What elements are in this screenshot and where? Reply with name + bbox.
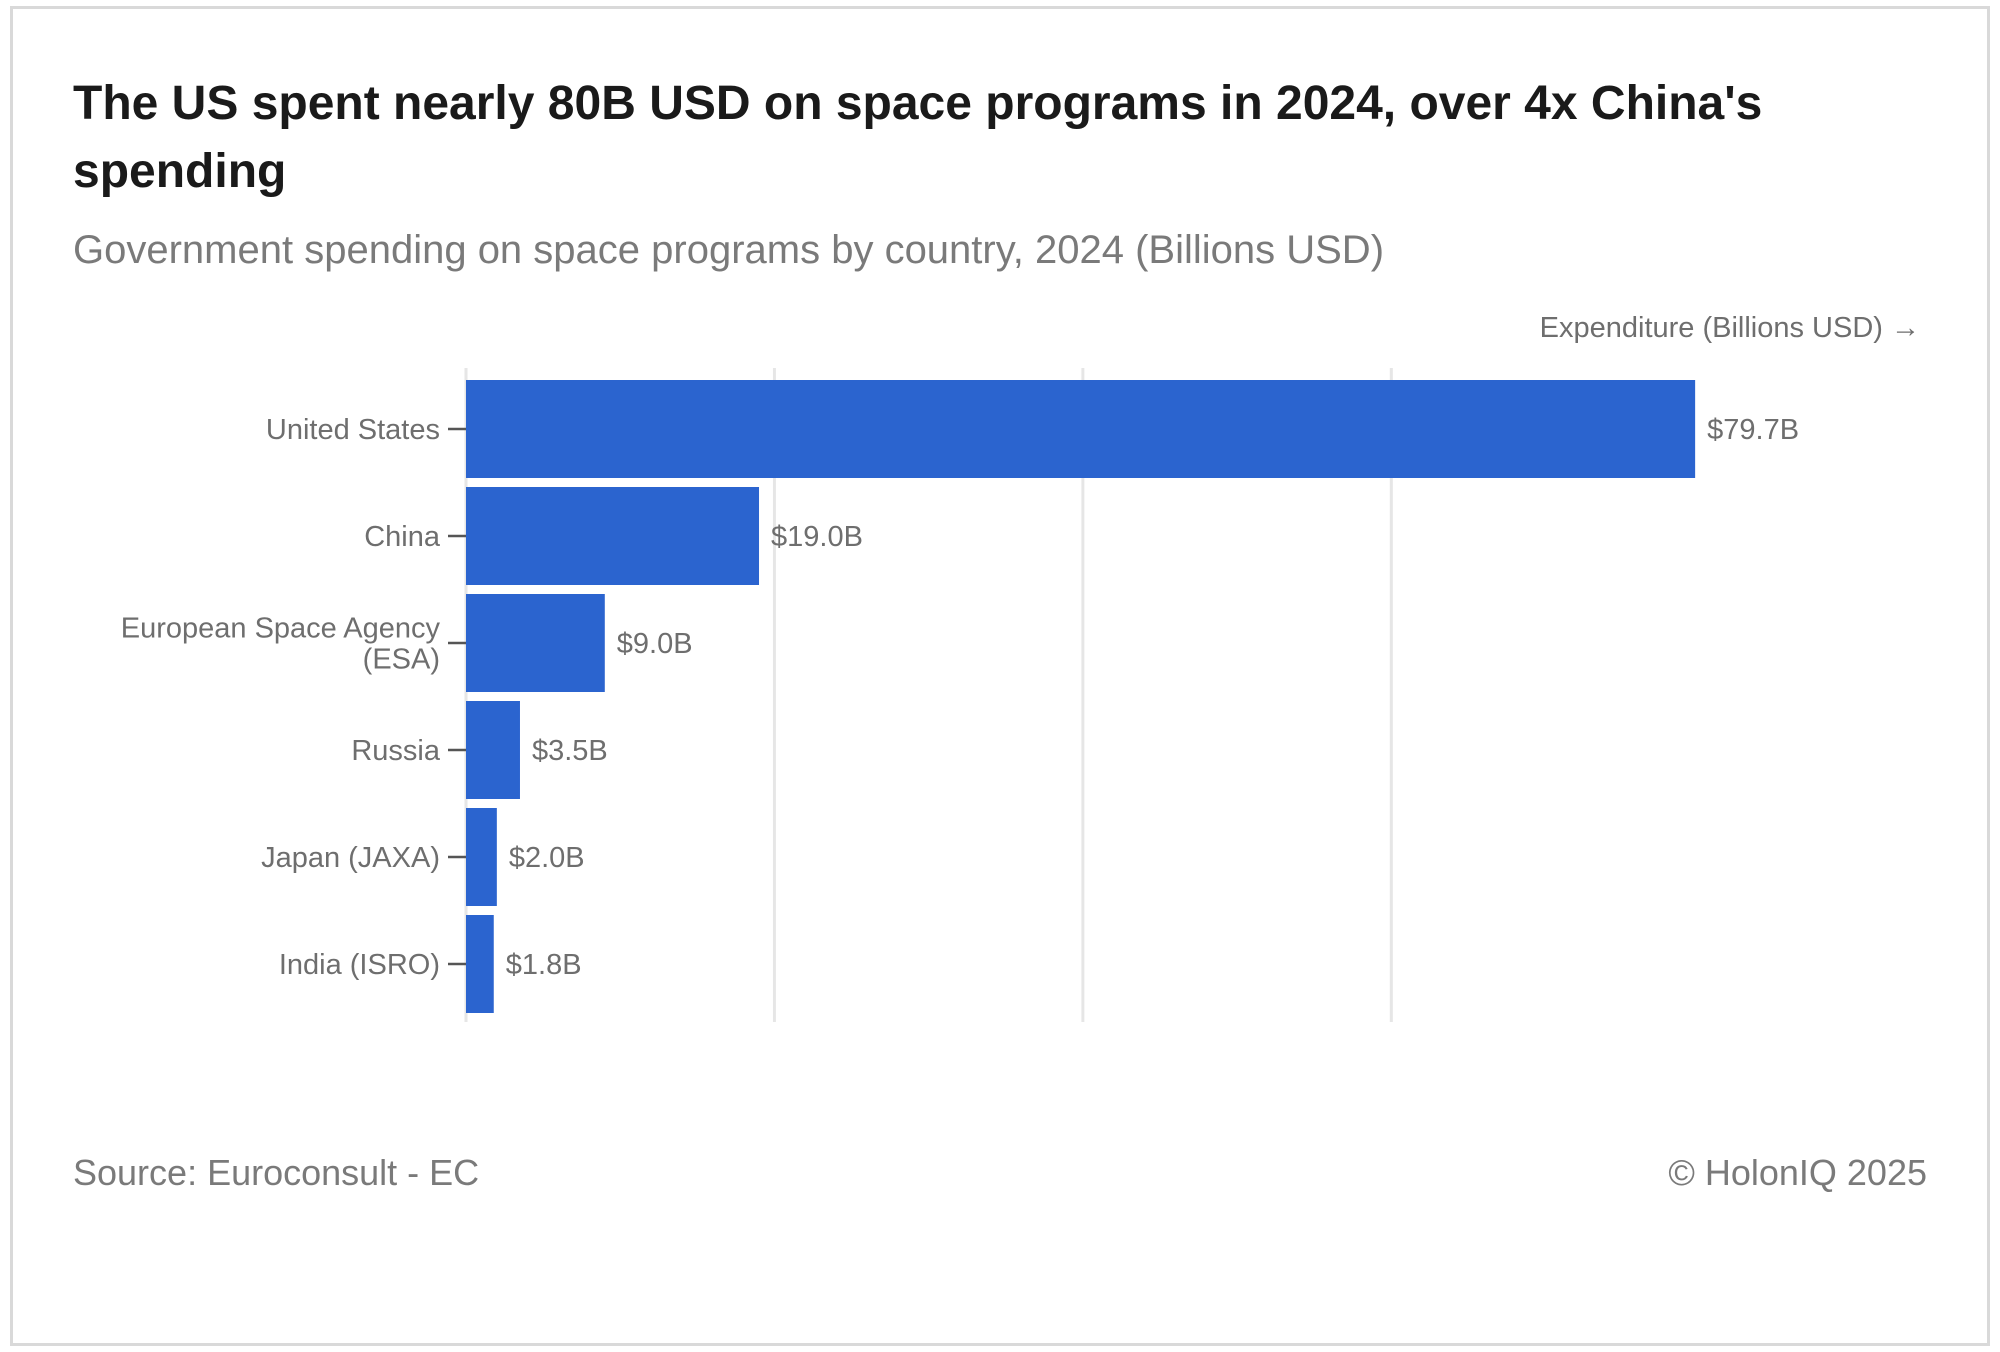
value-label-4: $2.0B <box>509 842 585 874</box>
bar-1 <box>466 487 760 585</box>
value-label-2: $9.0B <box>617 628 693 660</box>
category-label-5: India (ISRO) <box>279 949 440 981</box>
copyright-note: © HolonIQ 2025 <box>1668 1152 1927 1193</box>
category-label-4: Japan (JAXA) <box>261 842 440 874</box>
category-label-2-line-1: (ESA) <box>363 644 440 676</box>
bars <box>466 380 1696 1013</box>
x-axis-label: Expenditure (Billions USD) → <box>1540 312 1920 344</box>
bar-2 <box>466 594 605 692</box>
bar-3 <box>466 701 520 799</box>
bar-0 <box>466 380 1696 478</box>
category-labels: United States China European Space Agency(… <box>121 414 466 981</box>
value-label-0: $79.7B <box>1707 414 1799 446</box>
category-label-2-line-0: European Space Agency <box>121 613 441 645</box>
chart-title: The US spent nearly 80B USD on space pro… <box>73 77 1763 198</box>
category-label-0: United States <box>266 414 440 446</box>
bar-4 <box>466 808 497 906</box>
value-label-3: $3.5B <box>532 735 608 767</box>
chart-card <box>10 6 1990 1346</box>
value-labels: $79.7B $19.0B $9.0B $3.5B $2.0B $1.8B <box>506 414 1799 981</box>
bar-5 <box>466 915 494 1013</box>
value-label-1: $19.0B <box>771 521 863 553</box>
category-label-3: Russia <box>351 735 441 767</box>
category-label-1: China <box>364 521 441 553</box>
value-label-5: $1.8B <box>506 949 582 981</box>
chart-subtitle: Government spending on space programs by… <box>73 228 1385 272</box>
source-note: Source: Euroconsult - EC <box>73 1152 480 1193</box>
